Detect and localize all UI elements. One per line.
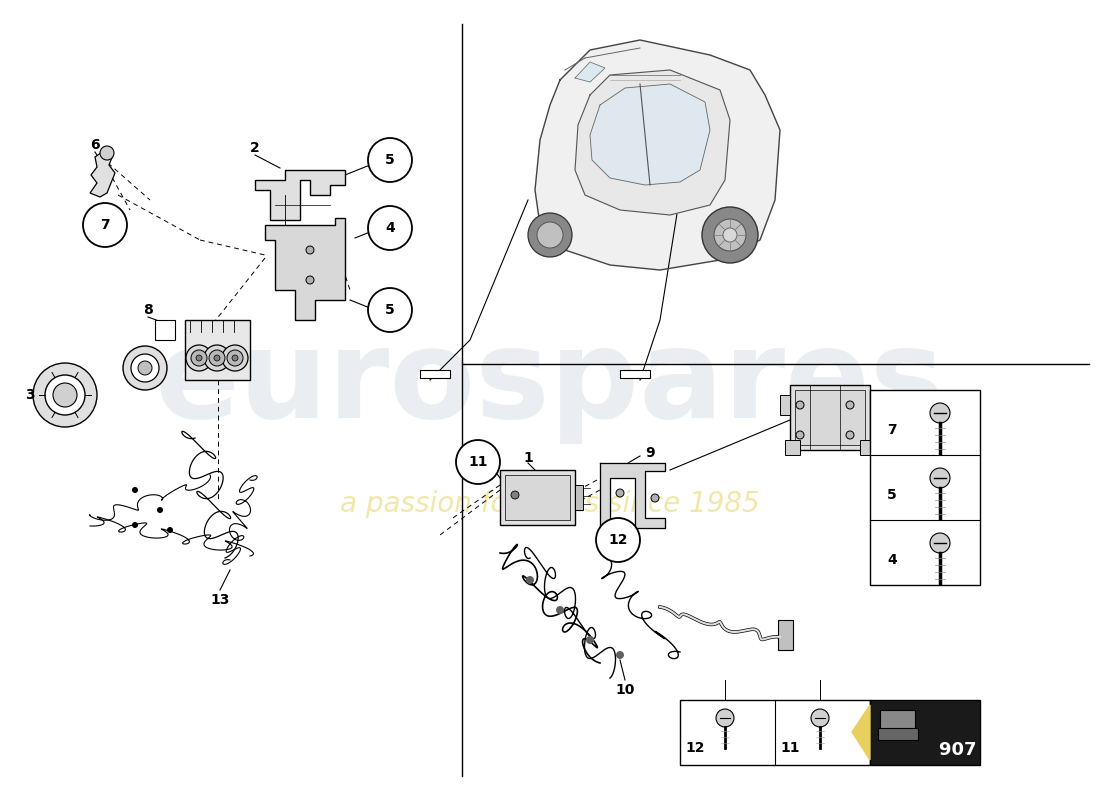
- Bar: [880, 710, 915, 730]
- Text: 9: 9: [646, 446, 654, 460]
- Circle shape: [186, 345, 212, 371]
- Circle shape: [222, 345, 248, 371]
- Text: 5: 5: [385, 303, 395, 317]
- Text: 8: 8: [143, 303, 153, 317]
- Circle shape: [716, 709, 734, 727]
- Polygon shape: [590, 84, 710, 185]
- Circle shape: [811, 709, 829, 727]
- Circle shape: [232, 355, 238, 361]
- Circle shape: [616, 489, 624, 497]
- Text: 12: 12: [608, 533, 628, 547]
- Polygon shape: [575, 62, 605, 82]
- Circle shape: [930, 403, 950, 423]
- Circle shape: [306, 246, 313, 254]
- Circle shape: [138, 361, 152, 375]
- Circle shape: [227, 350, 243, 366]
- Text: 10: 10: [615, 683, 635, 697]
- Polygon shape: [535, 40, 780, 270]
- Circle shape: [702, 207, 758, 263]
- Bar: [878, 728, 918, 740]
- Text: 7: 7: [888, 423, 896, 437]
- Polygon shape: [265, 218, 345, 320]
- Text: 5: 5: [385, 153, 395, 167]
- Bar: [620, 370, 650, 378]
- Bar: [778, 620, 793, 650]
- Polygon shape: [600, 463, 666, 528]
- Circle shape: [100, 146, 114, 160]
- Text: 6: 6: [90, 138, 100, 152]
- Bar: [790, 385, 870, 450]
- Polygon shape: [575, 70, 730, 215]
- Bar: [870, 395, 880, 415]
- Circle shape: [132, 487, 138, 493]
- Circle shape: [930, 533, 950, 553]
- Circle shape: [714, 219, 746, 251]
- Bar: [500, 470, 575, 525]
- Circle shape: [651, 494, 659, 502]
- Bar: [155, 320, 175, 340]
- Circle shape: [132, 522, 138, 528]
- Bar: [785, 440, 800, 455]
- Bar: [870, 390, 980, 585]
- Circle shape: [131, 354, 160, 382]
- Circle shape: [368, 206, 412, 250]
- Text: 7: 7: [100, 218, 110, 232]
- Circle shape: [556, 606, 564, 614]
- Circle shape: [214, 355, 220, 361]
- Bar: [420, 370, 450, 378]
- Text: 4: 4: [385, 221, 395, 235]
- Circle shape: [167, 527, 173, 533]
- Bar: [795, 390, 865, 445]
- Circle shape: [528, 213, 572, 257]
- Circle shape: [846, 401, 854, 409]
- Circle shape: [306, 276, 313, 284]
- Text: 2: 2: [250, 141, 260, 155]
- Circle shape: [930, 468, 950, 488]
- Text: eurospares: eurospares: [155, 323, 945, 445]
- Circle shape: [456, 440, 501, 484]
- Text: 11: 11: [469, 455, 487, 469]
- Bar: [860, 440, 875, 455]
- Circle shape: [846, 431, 854, 439]
- Bar: [870, 700, 980, 765]
- Polygon shape: [852, 705, 870, 760]
- Circle shape: [204, 345, 230, 371]
- Circle shape: [512, 491, 519, 499]
- Text: a passion for parts since 1985: a passion for parts since 1985: [340, 490, 760, 518]
- Circle shape: [796, 431, 804, 439]
- Circle shape: [586, 636, 594, 644]
- Circle shape: [196, 355, 202, 361]
- Text: 1: 1: [524, 451, 532, 465]
- Circle shape: [368, 138, 412, 182]
- Circle shape: [82, 203, 126, 247]
- Circle shape: [53, 383, 77, 407]
- Circle shape: [537, 222, 563, 248]
- Circle shape: [596, 518, 640, 562]
- Text: 907 09: 907 09: [939, 741, 1008, 759]
- Circle shape: [191, 350, 207, 366]
- Text: 5: 5: [887, 488, 896, 502]
- Text: 13: 13: [210, 593, 230, 607]
- Text: 3: 3: [25, 388, 35, 402]
- Bar: [185, 320, 250, 380]
- Bar: [780, 395, 790, 415]
- Circle shape: [123, 346, 167, 390]
- Circle shape: [796, 401, 804, 409]
- Bar: [575, 485, 583, 510]
- Text: 11: 11: [780, 741, 800, 755]
- Circle shape: [368, 288, 412, 332]
- Text: 12: 12: [685, 741, 705, 755]
- Circle shape: [526, 576, 534, 584]
- Circle shape: [616, 651, 624, 659]
- Text: 4: 4: [887, 553, 896, 567]
- Circle shape: [723, 228, 737, 242]
- Circle shape: [157, 507, 163, 513]
- Bar: [680, 700, 870, 765]
- Circle shape: [209, 350, 226, 366]
- Polygon shape: [90, 150, 116, 197]
- Circle shape: [45, 375, 85, 415]
- Bar: [505, 475, 570, 520]
- Polygon shape: [255, 170, 345, 220]
- Circle shape: [33, 363, 97, 427]
